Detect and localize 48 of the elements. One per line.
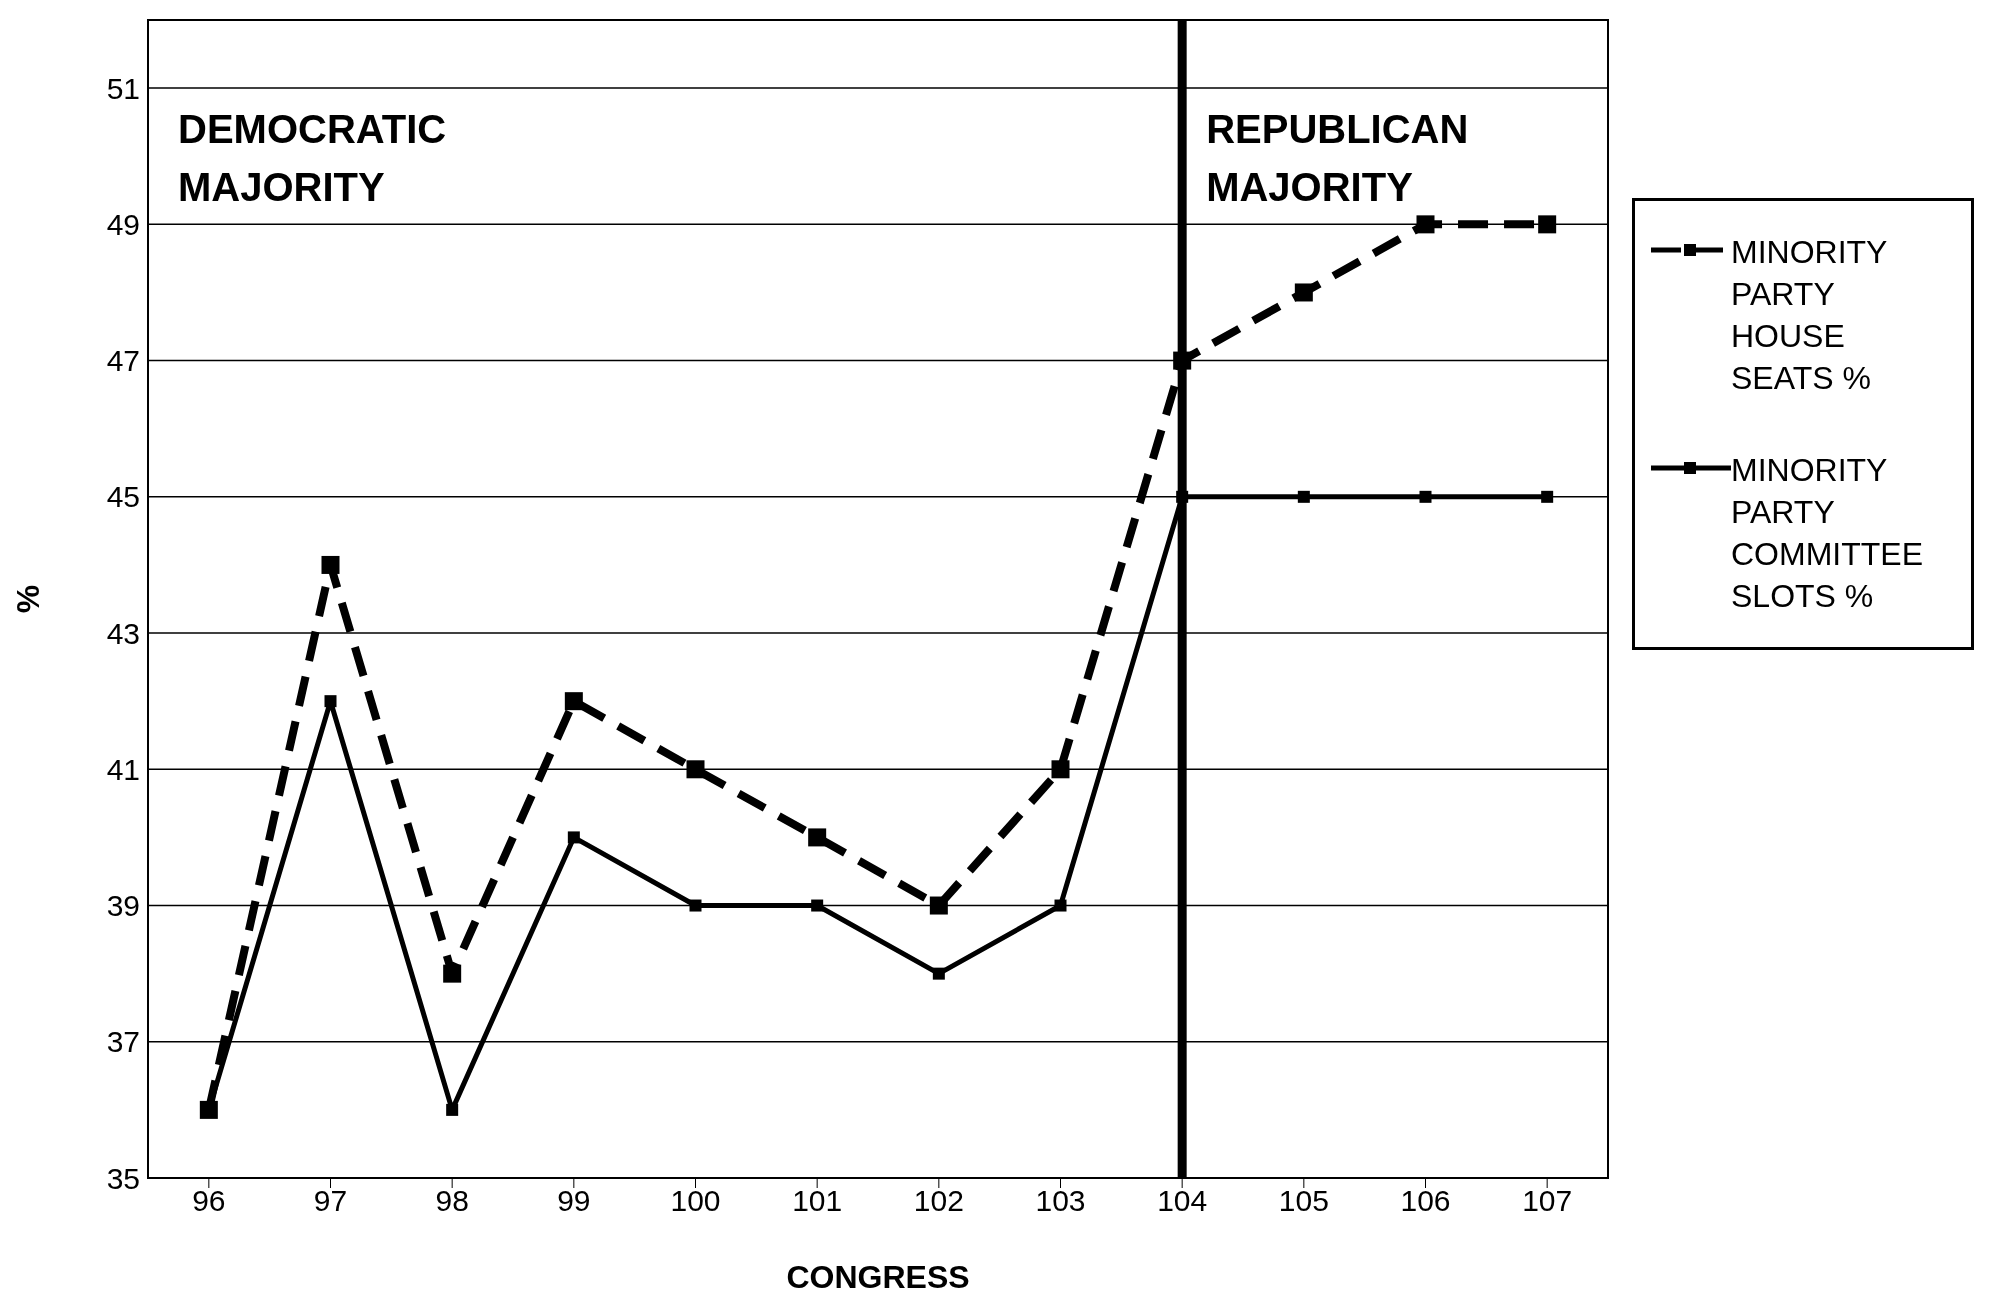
x-tick-label: 107: [1522, 1184, 1573, 1218]
point: [564, 692, 583, 711]
point: [324, 695, 337, 708]
point: [1541, 490, 1554, 503]
point: [932, 967, 945, 980]
x-tick-label: 97: [313, 1184, 348, 1218]
y-tick-label: 49: [106, 208, 140, 241]
x-tick-label: 102: [913, 1184, 964, 1218]
point: [808, 828, 827, 847]
x-tick-label: 100: [670, 1184, 721, 1218]
point: [686, 760, 705, 779]
y-tick-label: 39: [106, 889, 140, 923]
y-tick-label: 47: [106, 344, 140, 378]
annotation: REPUBLICAN MAJORITY: [1206, 106, 1470, 212]
point: [1297, 490, 1310, 503]
point: [1173, 351, 1192, 370]
x-tick-label: 98: [435, 1184, 469, 1218]
legend-label: MINORITY PARTY COMMITTEE SLOTS %: [1731, 451, 1924, 616]
x-tick-label: 106: [1400, 1184, 1451, 1218]
point: [811, 899, 824, 912]
point: [446, 1103, 459, 1116]
point: [1538, 215, 1557, 234]
legend-label: MINORITY PARTY HOUSE SEATS %: [1731, 233, 1888, 398]
point: [1294, 283, 1313, 302]
point: [929, 896, 948, 915]
y-tick-label: 45: [106, 480, 140, 514]
point: [1051, 760, 1070, 779]
y-axis-title: %: [10, 584, 47, 614]
x-tick-label: 104: [1157, 1184, 1208, 1218]
x-tick-label: 96: [192, 1184, 226, 1218]
point: [689, 899, 702, 912]
y-tick-label: 35: [106, 1161, 140, 1195]
point: [1416, 215, 1435, 234]
point: [567, 831, 580, 844]
point: [1419, 490, 1432, 503]
y-tick-label: 41: [106, 752, 140, 786]
y-tick-label: 51: [106, 71, 140, 105]
annotation: DEMOCRATIC MAJORITY: [178, 106, 448, 212]
x-tick-label: 101: [792, 1184, 843, 1218]
x-tick-label: 105: [1278, 1184, 1329, 1218]
x-axis-title: CONGRESS: [786, 1259, 970, 1295]
x-tick-label: 103: [1035, 1184, 1086, 1218]
point: [1054, 899, 1067, 912]
y-tick-label: 43: [106, 616, 140, 650]
y-tick-label: 37: [106, 1025, 140, 1059]
x-tick-label: 99: [557, 1184, 591, 1218]
point: [443, 964, 462, 983]
point: [321, 555, 340, 574]
